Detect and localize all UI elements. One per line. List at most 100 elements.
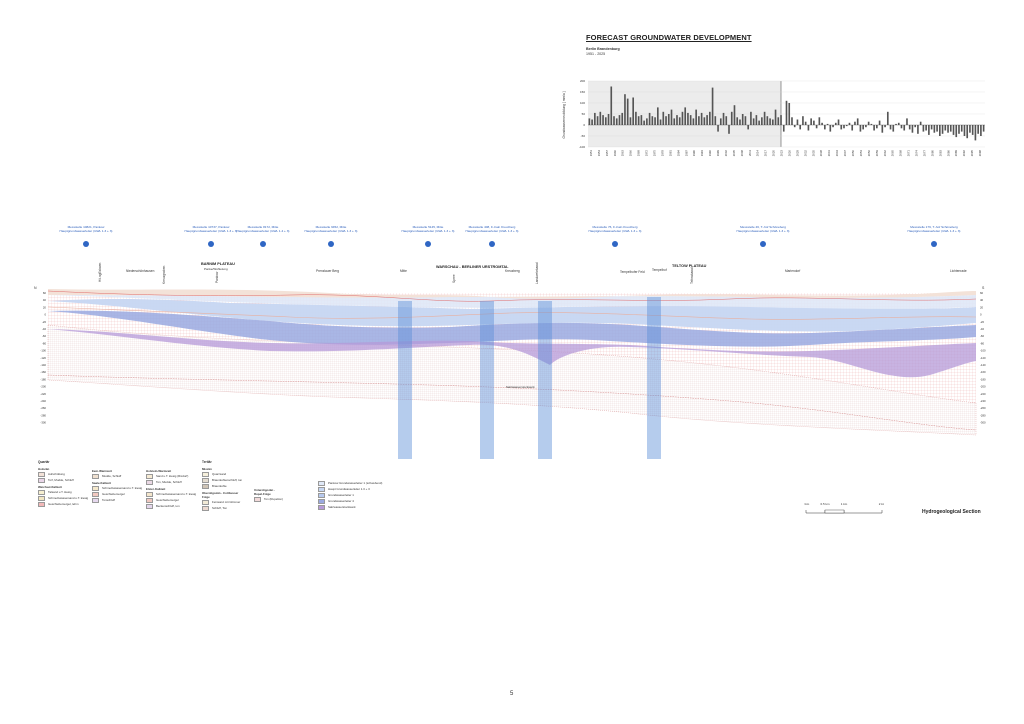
depth-tick-right: -100: [980, 349, 986, 353]
legend-item: Grundwasserleiter 1: [318, 492, 382, 498]
y-axis-label: Grundwasserneubildung [ mm/a ]: [562, 91, 566, 138]
bar: [706, 115, 708, 125]
bar: [878, 120, 881, 125]
layer-tertiary: [48, 325, 976, 403]
scale-bar: 0 km 0.5 km 1 km 2 km: [803, 500, 886, 521]
bar: [758, 120, 760, 125]
bar: [766, 116, 769, 125]
bar: [876, 125, 878, 129]
legend-item: Braunkohle: [202, 483, 242, 489]
legend-swatch: [38, 471, 45, 477]
well-detail: Hauptgrundwasserleiter (GWL 1.4 + 3): [236, 229, 290, 233]
x-tick-label: 1960: [613, 150, 617, 157]
chart-region: Berlin Brandenburg: [586, 47, 620, 51]
legend-label: Torf, Mudde, Schluff: [48, 478, 74, 482]
label-salzwasser: Salzwasserstockwerk: [506, 385, 535, 389]
legend-item: Sand u.T. kiesig (Rixdorf): [146, 473, 196, 479]
bar: [813, 120, 815, 125]
legend-label: Tonschluff: [102, 498, 115, 502]
x-tick-label: 2026: [787, 150, 791, 157]
bar: [624, 94, 626, 125]
legend-col5: Unteroligozän - Rupel-Folge Ton (Rupelton…: [254, 486, 283, 502]
depth-tick-left: 20: [43, 305, 47, 309]
place-tempelhof: Tempelhof: [652, 268, 667, 272]
bar: [678, 117, 681, 125]
bar: [629, 117, 632, 125]
scale-label: 0.5 km: [820, 502, 830, 506]
bar: [824, 125, 826, 130]
bar: [700, 112, 703, 125]
region-barnim: BARNIM PLATEAU: [201, 262, 235, 266]
well-label: Messstelle 46, T.-hof Schöneberg Hauptgru…: [718, 225, 808, 233]
legend-label: Salzwasserstockwerk: [328, 505, 356, 509]
x-tick-label: 2092: [962, 150, 966, 157]
legend-item: Tonschluff: [92, 497, 142, 503]
bar: [714, 116, 717, 125]
bar: [755, 115, 758, 125]
well-dot: [260, 241, 266, 247]
bar: [610, 86, 613, 125]
bar: [741, 114, 744, 125]
bar: [815, 125, 818, 129]
x-tick-label: 2098: [978, 150, 982, 157]
bar: [862, 125, 864, 130]
x-tick-label: 2053: [859, 150, 863, 157]
well-column-1: [398, 301, 412, 459]
bar: [818, 117, 821, 125]
x-tick-label: 2047: [843, 150, 847, 157]
legend-item: Salzwasserstockwerk: [318, 504, 382, 510]
depth-tick-left: -140: [40, 363, 46, 367]
place-kreuzberg: Kreuzberg: [505, 269, 520, 273]
y-tick-label: 150: [580, 90, 585, 94]
x-tick-label: 1993: [700, 150, 704, 157]
well-label: Messstelle 10737, Pankow Hauptgrundwasser…: [166, 225, 256, 233]
bar: [966, 125, 969, 139]
bar: [799, 125, 802, 130]
legend-group-title: Oberoligozän - Cottbusser Folge: [202, 491, 239, 499]
legend-item: Torf, Mudde, Schluff: [38, 477, 88, 483]
legend-col4: Tertiär Miozän Quarzsand Braunkohlenschluff…: [202, 460, 242, 511]
depth-tick-right: 20: [980, 305, 984, 309]
scale-label: 2 km: [879, 502, 884, 506]
bar: [643, 120, 645, 125]
x-tick-label: 2068: [899, 150, 903, 157]
bar: [903, 125, 906, 131]
legend-swatch: [318, 504, 325, 510]
well-label: Messstelle 76, F.-hain Kreuzberg Hauptgru…: [570, 225, 660, 233]
legend-label: Schmelzwassersand u.T. kiesig: [156, 492, 197, 496]
well-detail: Hauptgrundwasserleiter (GWL 1.3 + 3): [304, 229, 358, 233]
legend-label: Aufschüttung: [48, 472, 65, 476]
x-tick-label: 1972: [645, 150, 649, 157]
x-tick-label: 1996: [708, 150, 712, 157]
legend-label: Ton, Mudde, Schluff: [156, 480, 182, 484]
legend-item: Geschiebemergel: [92, 491, 142, 497]
y-tick-label: -50: [581, 134, 586, 138]
legend-label: Grundwasserleiter 4: [328, 499, 354, 503]
legend-item: Schmelzwassersand u.T. kiesig: [146, 491, 196, 497]
bar: [889, 125, 892, 130]
legend-swatch: [318, 486, 325, 492]
legend-group-title: Eem-Warmzeit: [92, 469, 112, 473]
chart-title: FORECAST GROUNDWATER DEVELOPMENT: [586, 33, 752, 42]
legend-item: Ton (Rupelton): [254, 496, 283, 502]
bar: [602, 115, 604, 125]
bar: [933, 125, 936, 133]
bar: [939, 125, 941, 136]
well-detail: Hauptgrundwasserleiter (GWL 1.3 + 3): [59, 229, 113, 233]
bar: [914, 125, 917, 128]
bar: [676, 115, 678, 125]
bar: [944, 125, 947, 131]
depth-tick-right: -120: [980, 356, 986, 360]
legend-item: Quarzsand: [202, 471, 242, 477]
depth-tick-right: -200: [980, 385, 986, 389]
legend-group-title: Weichsel-Kaltzeit: [38, 485, 62, 489]
place-lichtenrade: Lichtenrade: [950, 269, 967, 273]
place-prenzlauer: Prenzlauer Berg: [316, 269, 340, 273]
bar: [769, 118, 771, 125]
bar: [591, 119, 593, 125]
x-tick-label: 2065: [891, 150, 895, 157]
legend-item: Braunkohlenschluff, ton: [202, 477, 242, 483]
place-niederschoenhausen: Niederschönhausen: [126, 269, 155, 273]
well-name: Messstelle 10821, Pankow: [67, 225, 105, 229]
well-name: Messstelle 408, F.-hain Kreuzberg: [468, 225, 516, 229]
